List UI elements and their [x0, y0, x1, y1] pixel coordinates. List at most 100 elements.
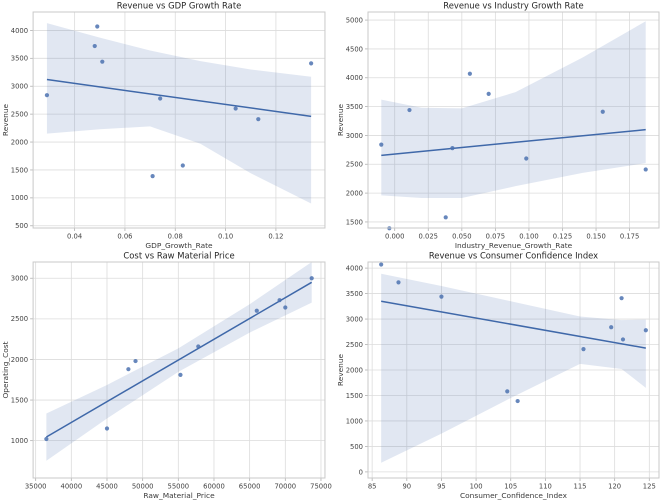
- y-tick-label: 2500: [11, 111, 28, 119]
- subplot-canvas: 0.000 0.025 0.050 0.075 0.100 0.125 0.150 0.175…: [336, 1, 660, 250]
- x-tick-label: 0.125: [553, 233, 572, 241]
- x-tick-label: 0.04: [67, 233, 82, 241]
- plot-area: [368, 12, 659, 228]
- subplot-canvas: 35000 40000 45000 50000 55000 60000 65000 70000…: [1, 251, 332, 500]
- x-tick-label: 0.175: [620, 233, 639, 241]
- x-tick-label: 115: [574, 483, 587, 491]
- y-tick-label: 4000: [11, 27, 28, 35]
- data-point: [254, 308, 259, 313]
- y-tick-label: 2000: [11, 356, 28, 364]
- x-tick-label: 65000: [239, 483, 261, 491]
- y-tick-label: 2500: [11, 315, 28, 323]
- data-point: [233, 106, 238, 111]
- confidence-band: [381, 273, 646, 463]
- data-point: [44, 93, 50, 98]
- data-point: [95, 24, 100, 29]
- data-point: [180, 163, 185, 168]
- x-axis-label: Industry_Revenue_Growth_Rate: [455, 241, 573, 250]
- data-point: [44, 436, 49, 442]
- x-tick-label: 35000: [25, 483, 47, 491]
- data-point: [443, 215, 448, 220]
- y-tick-label: 1000: [11, 194, 28, 202]
- subplot-canvas: 0.04 0.06 0.08 0.10 0.12 500 1000 1500 2000 2500 3…: [1, 1, 326, 250]
- data-point: [581, 347, 586, 352]
- data-point: [256, 117, 261, 122]
- x-tick-label: 0.06: [117, 233, 132, 241]
- y-tick-label: 3500: [11, 55, 28, 63]
- x-tick-label: 100: [470, 483, 483, 491]
- y-tick-label: 3500: [346, 103, 363, 111]
- y-tick-label: 3000: [11, 83, 28, 91]
- x-tick-label: 40000: [61, 483, 83, 491]
- confidence-band: [46, 23, 312, 204]
- y-tick-label: 500: [350, 443, 363, 451]
- x-tick-label: 90: [402, 483, 411, 491]
- plot-area: [33, 12, 325, 228]
- data-point: [283, 305, 288, 310]
- plot-border: [367, 11, 660, 229]
- chart-title: Revenue vs Industry Growth Rate: [443, 1, 583, 11]
- plot-border: [32, 11, 326, 229]
- y-tick-label: 1000: [346, 417, 363, 425]
- y-tick-label: 2000: [11, 138, 28, 146]
- x-tick-label: 110: [539, 483, 552, 491]
- regression-line: [381, 128, 646, 157]
- y-tick-label: 1500: [346, 392, 363, 400]
- data-point: [379, 262, 384, 267]
- data-point: [100, 59, 105, 64]
- x-tick-label: 0.000: [385, 233, 404, 241]
- confidence-band: [46, 262, 312, 461]
- y-tick-label: 3000: [346, 315, 363, 323]
- data-point: [620, 337, 626, 342]
- x-tick-label: 0.10: [218, 233, 233, 241]
- y-tick-label: 5000: [346, 16, 363, 24]
- x-tick-label: 75000: [310, 483, 332, 491]
- x-tick-label: 85: [368, 483, 377, 491]
- data-point: [396, 280, 401, 285]
- x-tick-label: 120: [608, 483, 621, 491]
- x-tick-label: 55000: [167, 483, 189, 491]
- x-tick-label: 125: [643, 483, 656, 491]
- data-point: [196, 344, 201, 349]
- y-tick-label: 4500: [346, 45, 363, 53]
- data-point: [277, 298, 282, 303]
- confidence-band: [381, 21, 646, 199]
- data-point: [150, 173, 155, 179]
- plot-border: [367, 261, 660, 479]
- data-point: [158, 96, 163, 101]
- subplot-cost-vs-raw-material-price: 35000 40000 45000 50000 55000 60000 65000 70000…: [0, 250, 335, 500]
- y-tick-label: 1500: [346, 218, 363, 226]
- data-point: [643, 167, 648, 172]
- x-tick-label: 45000: [96, 483, 118, 491]
- x-tick-label: 50000: [132, 483, 154, 491]
- y-tick-label: 1500: [11, 396, 28, 404]
- regression-line: [381, 300, 646, 349]
- data-point: [126, 367, 131, 372]
- data-point: [450, 146, 455, 151]
- chart-title: Revenue vs GDP Growth Rate: [117, 1, 242, 11]
- plot-area: [33, 262, 325, 478]
- subplot-revenue-vs-gdp-growth-rate: 0.04 0.06 0.08 0.10 0.12 500 1000 1500 2000 2500 3…: [0, 0, 335, 250]
- x-tick-label: 0.075: [486, 233, 505, 241]
- y-tick-label: 1500: [11, 166, 28, 174]
- data-point: [515, 398, 520, 404]
- y-axis-label: Revenue: [1, 103, 10, 136]
- data-point: [309, 276, 314, 281]
- data-point: [178, 372, 183, 377]
- data-point: [379, 142, 384, 147]
- subplot-canvas: 85 90 95 100 105 110 115 120 125 0 500 1000 1500 2000…: [336, 251, 660, 500]
- data-point: [619, 296, 624, 301]
- y-axis-label: Operating_Cost: [1, 341, 10, 398]
- x-tick-label: 0.025: [419, 233, 438, 241]
- y-tick-label: 2000: [346, 366, 363, 374]
- x-axis-label: GDP_Growth_Rate: [145, 241, 213, 250]
- x-axis-label: Consumer_Confidence_Index: [460, 491, 568, 500]
- y-tick-label: 4000: [346, 74, 363, 82]
- subplot-revenue-vs-consumer-confidence-index: 85 90 95 100 105 110 115 120 125 0 500 1000 1500 2000…: [335, 250, 669, 500]
- x-tick-label: 0.08: [168, 233, 183, 241]
- x-tick-label: 60000: [203, 483, 225, 491]
- y-tick-label: 4000: [346, 265, 363, 273]
- y-tick-label: 2000: [346, 190, 363, 198]
- y-tick-label: 500: [15, 222, 28, 230]
